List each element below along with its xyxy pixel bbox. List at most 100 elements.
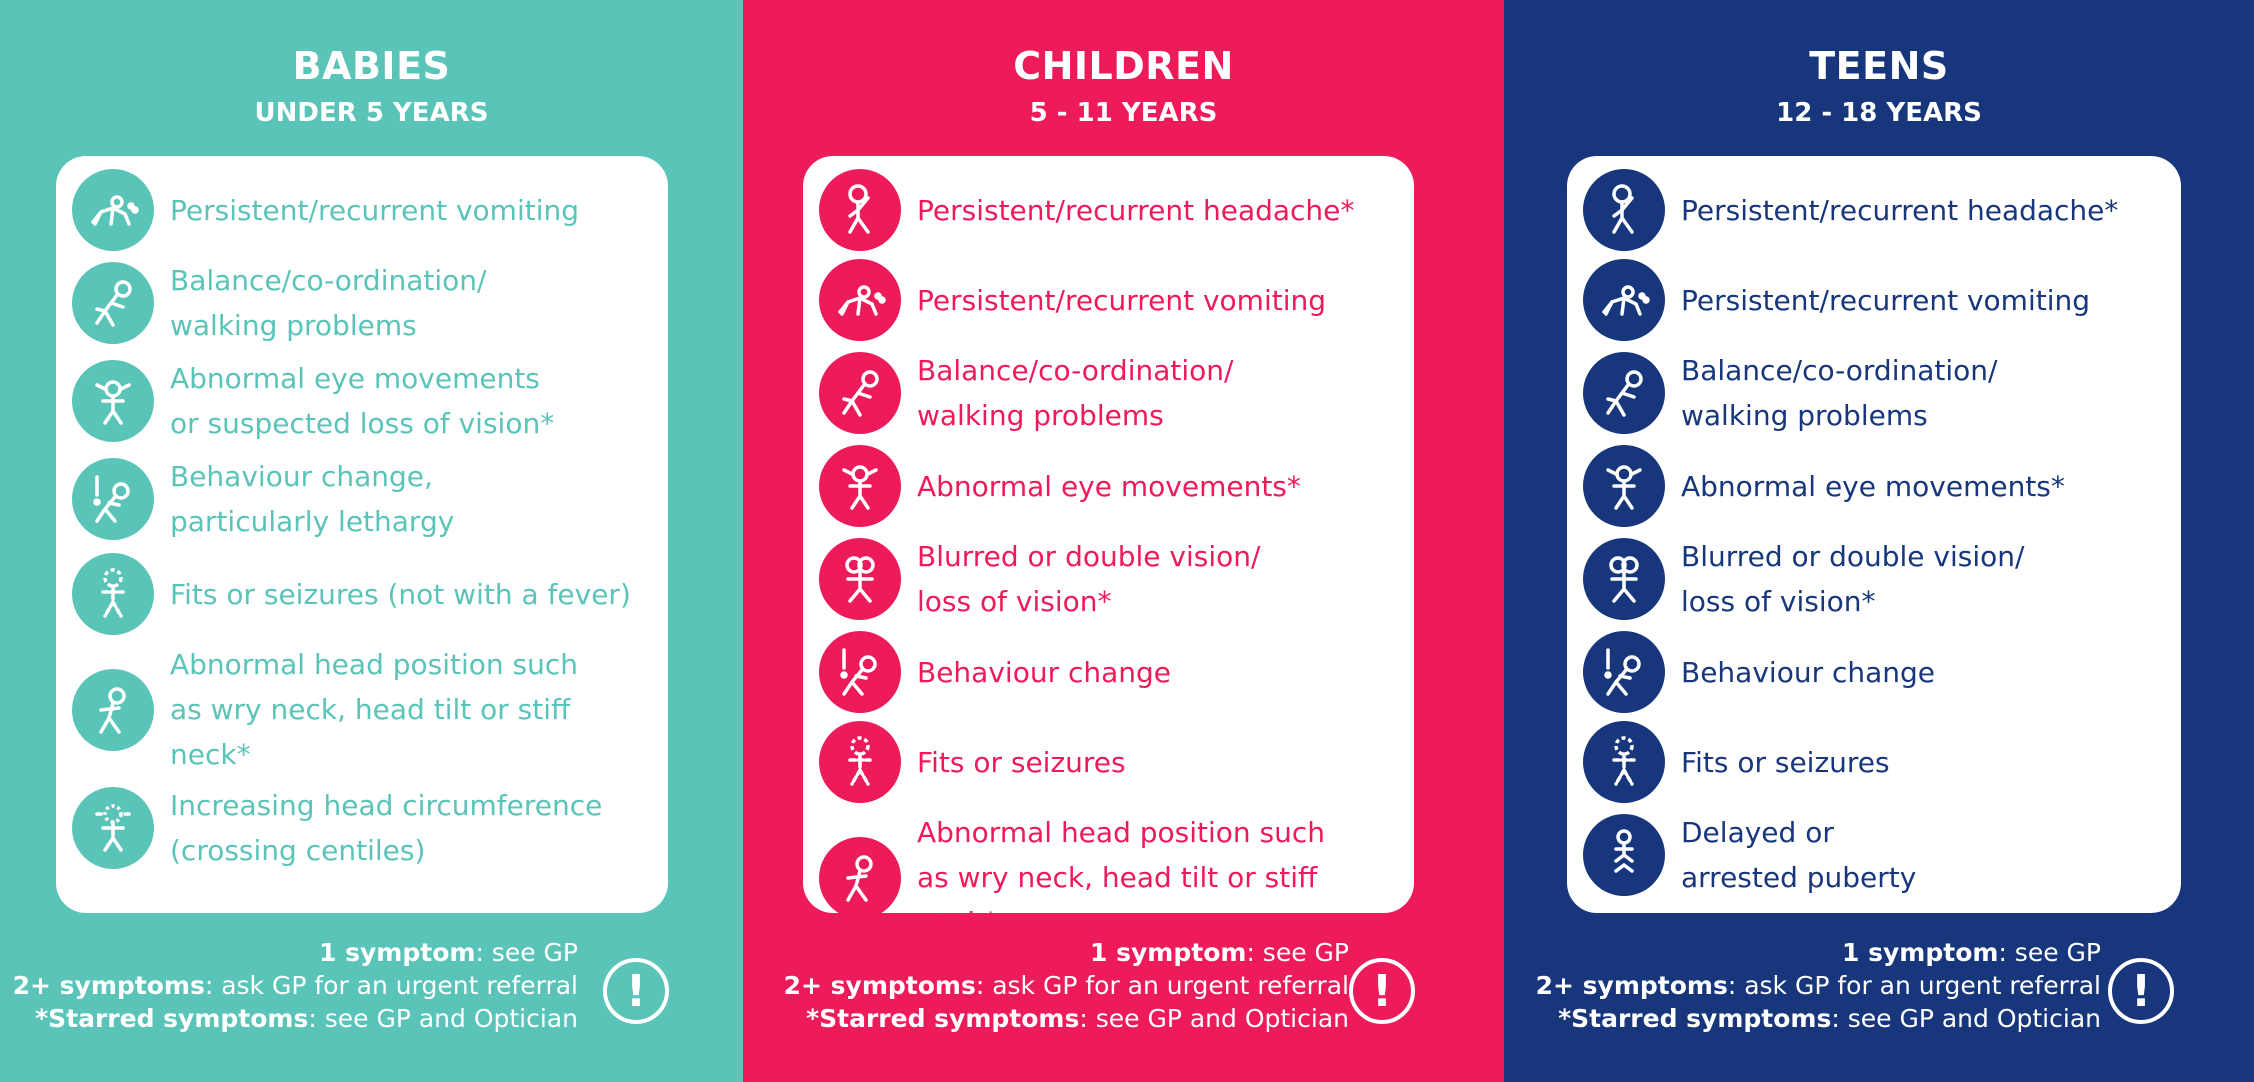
symptom-label: Fits or seizures: [917, 740, 1126, 785]
symptom-label-line: Balance/co-ordination/: [1681, 354, 1998, 387]
crawling-vomit-icon: [819, 259, 901, 341]
symptom-label: Increasing head circumference (crossing c…: [170, 783, 602, 873]
crawling-vomit-icon: [1583, 259, 1665, 341]
symptom-label: Abnormal head position such as wry neck, …: [917, 810, 1404, 945]
double-vision-figure-icon: [1583, 538, 1665, 620]
symptom-label-line: as wry neck, head tilt or stiff neck*: [917, 861, 1318, 939]
symptom-label-line: Increasing head circumference: [170, 789, 603, 822]
symptom-label: Behaviour change, particularly lethargy: [170, 454, 454, 544]
symptom-label-line: Abnormal eye movements*: [1681, 469, 2065, 503]
symptom-row: Blurred or double vision/loss of vision*: [819, 534, 1404, 624]
footer-line-key: 2+ symptoms: [783, 971, 976, 1000]
seizure-figure-icon: [819, 721, 901, 803]
footer-line-key: *Starred symptoms: [35, 1004, 309, 1033]
behaviour-exclamation-figure-icon: [819, 631, 901, 713]
column-header: BABIES UNDER 5 YEARS: [0, 44, 743, 128]
footer-line-key: 2+ symptoms: [12, 971, 205, 1000]
symptom-label: Blurred or double vision/loss of vision*: [917, 534, 1260, 624]
symptom-label: Balance/co-ordination/walking problems: [170, 258, 486, 348]
symptom-label: Balance/co-ordination/walking problems: [1681, 348, 1997, 438]
symptom-row: Abnormal head position such as wry neck, …: [819, 810, 1404, 945]
symptom-label-line: loss of vision*: [917, 585, 1112, 618]
symptom-row: Abnormal eye movements or suspected loss …: [72, 356, 658, 446]
footer-line-key: *Starred symptoms: [806, 1004, 1080, 1033]
footer-line-key: 1 symptom: [319, 938, 476, 967]
symptom-label: Fits or seizures (not with a fever): [170, 572, 631, 617]
column-header: CHILDREN 5 - 11 YEARS: [743, 44, 1504, 128]
column-teens: TEENS 12 - 18 YEARS Persistent/recurrent…: [1504, 0, 2254, 1082]
footer-line: 1 symptom: see GP: [1536, 936, 2101, 969]
column-subtitle: UNDER 5 YEARS: [254, 98, 489, 128]
falling-figure-icon: [1583, 352, 1665, 434]
footer-line-text: : see GP: [1246, 938, 1349, 967]
footer-line: 2+ symptoms: ask GP for an urgent referr…: [1536, 969, 2101, 1002]
column-title: BABIES: [292, 44, 451, 88]
footer-line: 2+ symptoms: ask GP for an urgent referr…: [13, 969, 578, 1002]
symptom-label-line: Balance/co-ordination/: [170, 264, 487, 297]
seizure-figure-icon: [72, 553, 154, 635]
footer-legend: 1 symptom: see GP 2+ symptoms: ask GP for…: [13, 936, 578, 1035]
symptom-row: Increasing head circumference (crossing c…: [72, 783, 658, 873]
footer-line-text: : ask GP for an urgent referral: [204, 971, 578, 1000]
footer-line: 2+ symptoms: ask GP for an urgent referr…: [784, 969, 1349, 1002]
symptom-row: Abnormal head position such as wry neck, …: [72, 642, 658, 777]
symptom-label-line: loss of vision*: [1681, 585, 1876, 618]
exclamation-icon: !: [2108, 958, 2174, 1024]
symptom-label-line: Delayed or: [1681, 816, 1834, 849]
symptom-label-line: Persistent/recurrent vomiting: [917, 283, 1327, 317]
symptom-row: Persistent/recurrent headache*: [819, 168, 1404, 252]
symptom-row: Persistent/recurrent vomiting: [1583, 258, 2171, 342]
symptom-label: Persistent/recurrent vomiting: [170, 188, 579, 233]
exclamation-icon: !: [603, 958, 669, 1024]
symptom-label-line: Persistent/recurrent headache*: [1681, 193, 2119, 227]
falling-figure-icon: [72, 262, 154, 344]
head-circumference-figure-icon: [72, 787, 154, 869]
symptom-card: Persistent/recurrent headache* Persistent…: [803, 156, 1414, 939]
symptom-row: Fits or seizures (not with a fever): [72, 552, 658, 636]
symptom-label-line: Behaviour change: [917, 655, 1172, 689]
falling-figure-icon: [819, 352, 901, 434]
symptom-label: Abnormal eye movements*: [1681, 464, 2065, 509]
symptom-label-line: walking problems: [917, 399, 1164, 432]
footer-legend: 1 symptom: see GP 2+ symptoms: ask GP for…: [784, 936, 1349, 1035]
symptom-row: Blurred or double vision/loss of vision*: [1583, 534, 2171, 624]
footer-line: *Starred symptoms: see GP and Optician: [1536, 1002, 2101, 1035]
double-vision-figure-icon: [819, 538, 901, 620]
symptom-row: Balance/co-ordination/walking problems: [819, 348, 1404, 438]
eye-movement-figure-icon: [1583, 445, 1665, 527]
symptom-label-line: Fits or seizures: [1681, 745, 1890, 779]
headache-figure-icon: [819, 169, 901, 251]
symptom-label: Fits or seizures: [1681, 740, 1890, 785]
symptom-row: Delayed or arrested puberty: [1583, 810, 2171, 900]
column-title: CHILDREN: [1013, 44, 1234, 88]
symptom-row: Fits or seizures: [1583, 720, 2171, 804]
eye-movement-figure-icon: [72, 360, 154, 442]
symptom-card: Persistent/recurrent vomiting Balance/co-…: [56, 156, 668, 913]
column-subtitle: 12 - 18 YEARS: [1776, 98, 1982, 128]
footer-line-text: : ask GP for an urgent referral: [1727, 971, 2101, 1000]
footer-line-key: 1 symptom: [1090, 938, 1247, 967]
seizure-figure-icon: [1583, 721, 1665, 803]
symptom-label: Persistent/recurrent vomiting: [1681, 278, 2090, 323]
symptom-row: Persistent/recurrent vomiting: [72, 168, 658, 252]
symptom-label-line: particularly lethargy: [170, 505, 455, 538]
footer-line-key: 1 symptom: [1842, 938, 1999, 967]
footer-line-key: *Starred symptoms: [1558, 1004, 1832, 1033]
symptom-label-line: or suspected loss of vision*: [170, 407, 555, 440]
symptom-label-line: Abnormal eye movements: [170, 362, 540, 395]
footer-line: 1 symptom: see GP: [13, 936, 578, 969]
symptom-label: Persistent/recurrent headache*: [1681, 188, 2118, 233]
symptom-label-line: Blurred or double vision/: [917, 540, 1261, 573]
symptom-label: Abnormal eye movements*: [917, 464, 1301, 509]
footer-line-text: : ask GP for an urgent referral: [975, 971, 1349, 1000]
column-subtitle: 5 - 11 YEARS: [1029, 98, 1218, 128]
symptom-row: Behaviour change, particularly lethargy: [72, 454, 658, 544]
footer-line: *Starred symptoms: see GP and Optician: [784, 1002, 1349, 1035]
symptom-row: Persistent/recurrent headache*: [1583, 168, 2171, 252]
symptom-label: Persistent/recurrent headache*: [917, 188, 1354, 233]
symptom-label-line: walking problems: [1681, 399, 1928, 432]
column-children: CHILDREN 5 - 11 YEARS Persistent/recurre…: [743, 0, 1504, 1082]
symptom-label-line: as wry neck, head tilt or stiff neck*: [170, 693, 571, 771]
symptom-label-line: Balance/co-ordination/: [917, 354, 1234, 387]
symptom-row: Abnormal eye movements*: [819, 444, 1404, 528]
